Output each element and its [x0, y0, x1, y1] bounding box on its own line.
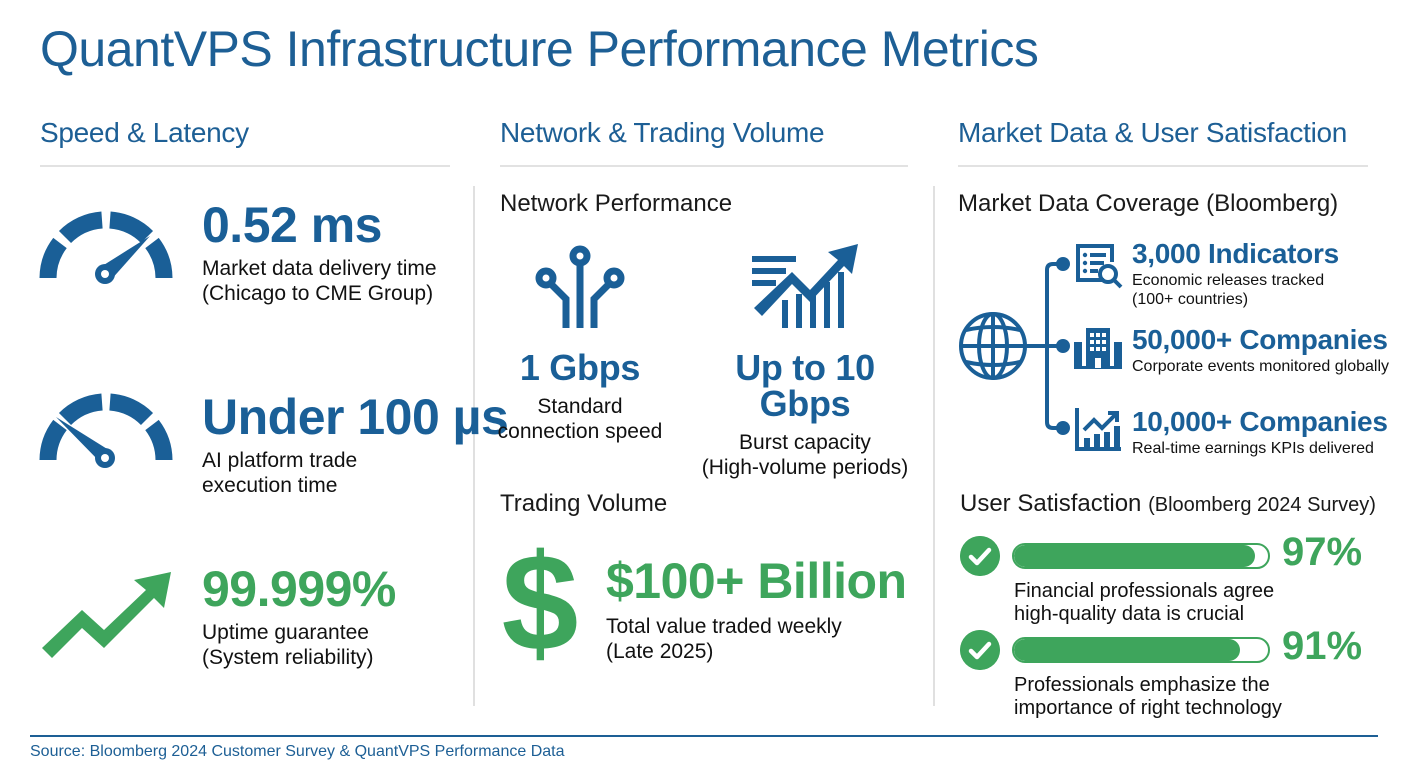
network-item-standard: 1 Gbps Standard connection speed — [490, 350, 670, 444]
subheading-market-data-coverage: Market Data Coverage (Bloomberg) — [958, 190, 1339, 217]
metric-value: $100+ Billion — [606, 553, 907, 609]
progress-bar — [1012, 543, 1270, 569]
metric-description: Market data delivery time (Chicago to CM… — [202, 257, 437, 305]
subheading-trading-volume: Trading Volume — [500, 490, 668, 517]
coverage-item-indicators: 3,000 Indicators Economic releases track… — [1132, 240, 1339, 309]
coverage-item-corporate-events: 50,000+ Companies Corporate events monit… — [1132, 326, 1389, 376]
metric-trading-volume: $100+ Billion Total value traded weekly … — [606, 556, 907, 664]
globe-connector-diagram — [959, 257, 1070, 435]
coverage-description: Real-time earnings KPIs delivered — [1132, 440, 1374, 457]
document-search-icon — [1076, 244, 1123, 289]
network-value: 1 Gbps — [519, 347, 641, 388]
dollar-icon: $ — [501, 526, 579, 680]
building-icon — [1074, 328, 1122, 369]
network-description: Standard connection speed — [497, 395, 663, 443]
footer-divider — [30, 735, 1378, 737]
section-heading-speed-latency: Speed & Latency — [40, 117, 249, 148]
progress-fill — [1014, 545, 1256, 567]
section-divider — [958, 165, 1368, 167]
metric-value: Under 100 µs — [202, 389, 509, 445]
network-item-burst: Up to 10 Gbps Burst capacity (High-volum… — [690, 350, 920, 480]
section-divider — [40, 165, 450, 167]
coverage-description: Corporate events monitored globally — [1132, 358, 1390, 375]
source-footnote: Source: Bloomberg 2024 Customer Survey &… — [30, 743, 565, 760]
network-value: Up to 10 Gbps — [735, 347, 875, 424]
section-heading-network-trading: Network & Trading Volume — [500, 117, 825, 148]
percent-value: 97% — [1282, 530, 1363, 574]
coverage-value: 3,000 Indicators — [1132, 238, 1339, 269]
metric-trade-execution: Under 100 µs AI platform trade execution… — [202, 389, 509, 498]
section-divider — [500, 165, 908, 167]
check-circle-icon — [960, 630, 1000, 670]
percent-value: 91% — [1282, 624, 1363, 668]
metric-description: AI platform trade execution time — [202, 449, 358, 497]
satisfaction-description: Financial professionals agree high-quali… — [1014, 580, 1275, 625]
coverage-description: Economic releases tracked (100+ countrie… — [1132, 272, 1325, 308]
column-divider — [933, 186, 935, 706]
metric-value: 99.999% — [202, 561, 396, 617]
network-description: Burst capacity (High-volume periods) — [701, 431, 909, 479]
subheading-network-performance: Network Performance — [500, 190, 733, 217]
page-title: QuantVPS Infrastructure Performance Metr… — [40, 21, 1039, 77]
metric-value: 0.52 ms — [202, 197, 382, 253]
check-circle-icon — [960, 536, 1000, 576]
metric-market-data-delivery: 0.52 ms Market data delivery time (Chica… — [202, 200, 437, 306]
metric-description: Total value traded weekly (Late 2025) — [606, 615, 842, 663]
column-divider — [473, 186, 475, 706]
coverage-item-earnings-kpis: 10,000+ Companies Real-time earnings KPI… — [1132, 408, 1388, 458]
section-heading-market-data: Market Data & User Satisfaction — [958, 117, 1348, 148]
coverage-value: 50,000+ Companies — [1132, 324, 1388, 355]
progress-fill — [1014, 639, 1241, 661]
speedometer-low-icon — [39, 393, 173, 468]
circuit-network-icon — [535, 245, 625, 328]
bar-chart-growth-icon — [1075, 408, 1121, 451]
metric-description: Uptime guarantee (System reliability) — [202, 621, 374, 669]
coverage-value: 10,000+ Companies — [1132, 406, 1388, 437]
metric-uptime: 99.999% Uptime guarantee (System reliabi… — [202, 564, 396, 670]
subheading-user-satisfaction: User Satisfaction (Bloomberg 2024 Survey… — [960, 490, 1376, 517]
speedometer-icon — [39, 211, 173, 284]
progress-bar — [1012, 637, 1270, 663]
satisfaction-description: Professionals emphasize the importance o… — [1014, 674, 1282, 719]
trend-up-arrow-icon — [42, 572, 171, 658]
growth-chart-icon — [752, 244, 858, 328]
